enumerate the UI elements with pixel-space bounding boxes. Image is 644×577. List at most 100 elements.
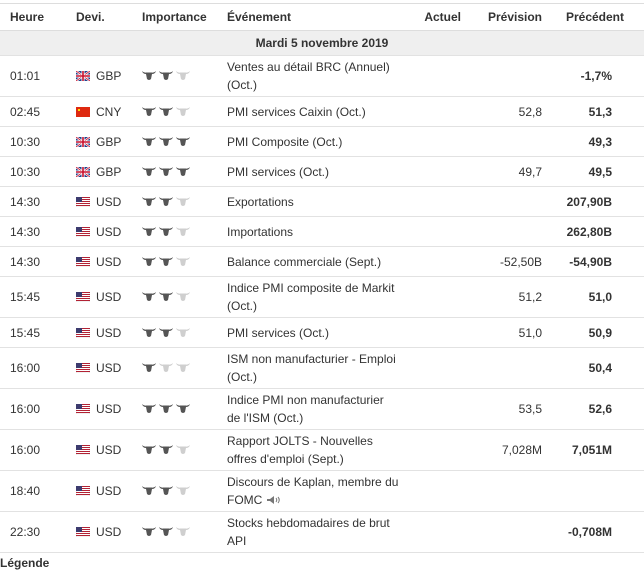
event-name: Ventes au détail BRC (Annuel) (Oct.) [227, 60, 390, 92]
currency-cell: USD [66, 186, 132, 217]
currency-cell: GBP [66, 126, 132, 157]
time: 18:40 [0, 470, 66, 512]
bull-icon [142, 527, 156, 536]
bull-icon [159, 256, 173, 266]
header-cell: Événement [221, 3, 403, 31]
event: PMI Composite (Oct.) [221, 126, 403, 157]
actual [403, 246, 465, 277]
importance [132, 246, 221, 277]
event-name: Balance commerciale (Sept.) [227, 254, 382, 269]
importance [132, 511, 221, 553]
bull-shape [159, 363, 173, 372]
flag-part [76, 494, 90, 495]
time: 16:00 [0, 347, 66, 389]
bull-icon [176, 292, 190, 301]
actual [403, 317, 465, 348]
currency: USD [96, 484, 122, 498]
flag-part [76, 531, 90, 532]
event-row: 14:30 USD Exportations 207,90B [0, 186, 644, 217]
forecast: 51,2 [465, 276, 546, 318]
importance [132, 388, 221, 430]
forecast [465, 55, 546, 97]
previous: -54,90B [546, 246, 644, 277]
currency-cell: USD [66, 347, 132, 389]
event-row: 02:45 CNY PMI services Caixin (Oct.) 52,8 51… [0, 96, 644, 127]
flag-part [76, 331, 90, 333]
bull-icon [176, 71, 190, 80]
event-name: Indice PMI composite de Markit (Oct.) [227, 281, 395, 313]
forecast: 51,0 [465, 317, 546, 348]
event-row: 16:00 USD Rapport JOLTS - Nouvelles offres… [0, 429, 644, 471]
flag-part [76, 527, 82, 532]
previous: -0,708M [546, 511, 644, 553]
event: Ventes au détail BRC (Annuel) (Oct.) [221, 55, 403, 97]
flag-part [76, 226, 90, 228]
time: 15:45 [0, 317, 66, 348]
currency: USD [96, 194, 122, 209]
table-body: Mardi 5 novembre 2019 01:01 GBP Ventes au … [0, 30, 644, 553]
bull-icon [142, 256, 156, 266]
currency: USD [96, 254, 122, 269]
bull-icon [159, 363, 173, 372]
flag-part [76, 71, 90, 81]
speech-icon [267, 496, 281, 504]
legend-link[interactable]: Légende [0, 556, 50, 570]
actual [403, 511, 465, 553]
event: Rapport JOLTS - Nouvelles offres d'emplo… [221, 429, 403, 471]
forecast [465, 511, 546, 553]
event-row: 10:30 GBP PMI services (Oct.) 49,7 49,5 [0, 156, 644, 187]
currency-cell: USD [66, 246, 132, 277]
flag-part [76, 492, 90, 493]
bull-shape [159, 404, 173, 413]
flag-part [76, 371, 90, 372]
flag-part [76, 232, 90, 234]
forecast: 52,8 [465, 96, 546, 127]
flag [76, 445, 90, 455]
bull-icon [176, 256, 190, 266]
bull-shape [159, 292, 173, 301]
event-name: PMI services (Oct.) [227, 325, 330, 340]
currency-cell: GBP [66, 55, 132, 97]
bull-shape [142, 527, 156, 536]
currency-cell: USD [66, 216, 132, 247]
bull-shape [142, 256, 156, 266]
event: PMI services Caixin (Oct.) [221, 96, 403, 127]
currency-cell: USD [66, 470, 132, 512]
importance [132, 429, 221, 471]
time: 10:30 [0, 126, 66, 157]
flag-part [76, 300, 90, 301]
flag-part [76, 451, 90, 452]
flag-part [76, 298, 90, 299]
forecast [465, 216, 546, 247]
bull-shape [176, 327, 190, 337]
flag-part [76, 256, 82, 262]
currency: CNY [96, 104, 122, 119]
previous: 7,051M [546, 429, 644, 471]
bull-shape [142, 445, 156, 454]
flag-part [76, 333, 90, 335]
event: Importations [221, 216, 403, 247]
bull-icon [159, 527, 173, 536]
bull-icon [159, 292, 173, 301]
event-row: 22:30 USD Stocks hebdomadaires de brut API… [0, 511, 644, 553]
previous: 50,4 [546, 347, 644, 389]
actual [403, 55, 465, 97]
flag-part [76, 202, 90, 204]
bull-icon [176, 166, 190, 176]
flag-part [76, 449, 90, 450]
bull-icon [142, 226, 156, 236]
currency: USD [96, 325, 122, 340]
event: Indice PMI composite de Markit (Oct.) [221, 276, 403, 318]
importance [132, 156, 221, 187]
currency-cell: CNY [66, 96, 132, 127]
header-cell: Précédent [546, 3, 644, 31]
flag [76, 292, 90, 302]
actual [403, 96, 465, 127]
currency-cell: USD [66, 388, 132, 430]
flag-part [76, 406, 90, 407]
event: Exportations [221, 186, 403, 217]
importance [132, 126, 221, 157]
bull-icon [159, 106, 173, 116]
flag-part [76, 410, 90, 411]
header-cell: Importance [132, 3, 221, 31]
